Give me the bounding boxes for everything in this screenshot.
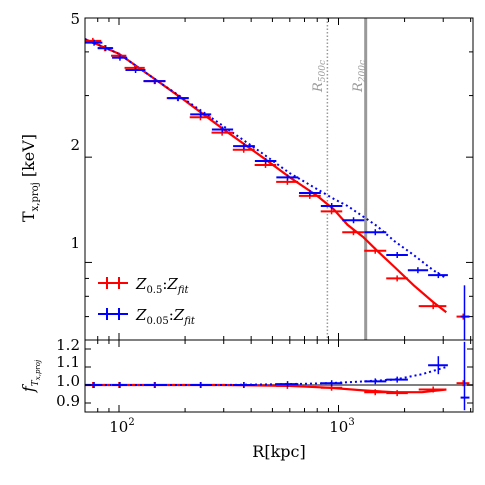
x-tick-label-100: 102 — [109, 417, 134, 436]
y-axis-title-text: Tx,proj [keV] — [19, 134, 41, 222]
y-axis-title: Tx,proj [keV] — [19, 134, 41, 222]
main-point-s1-0 — [85, 39, 103, 46]
x-tick-label-1000: 103 — [329, 417, 354, 436]
main-point-s1-1 — [97, 45, 114, 52]
ratio-y-tick-0-9: 0.9 — [56, 392, 80, 410]
ratio-point-s1-6 — [320, 380, 343, 387]
ratio-line-1 — [85, 366, 447, 386]
x-axis-title: R[kpc] — [252, 442, 305, 461]
main-panel: 5 2 1 Tx,proj [keV] R500c R200c Z0.5:Zfi… — [19, 10, 474, 341]
main-point-s1-10 — [276, 174, 299, 181]
main-point-s1-17 — [428, 272, 448, 279]
ratio-panel: 1.2 1.1 1.0 0.9 fTx,proj 102 103 R[kpc] — [19, 336, 474, 461]
main-line-1 — [85, 38, 447, 280]
ratio-point-s1-8 — [386, 376, 408, 383]
legend-label-red: Z0.5:Zfit — [135, 275, 190, 296]
legend-label-blue: Z0.05:Zfit — [135, 306, 196, 327]
main-point-s1-8 — [233, 143, 255, 150]
ratio-point-s1-9 — [428, 356, 448, 375]
main-point-s1-15 — [386, 252, 408, 259]
ratio-y-axis-title-text: fTx,proj — [19, 359, 42, 393]
ratio-y-tick-1-2: 1.2 — [56, 336, 80, 354]
main-point-s0-15 — [386, 275, 408, 282]
main-point-s0-13 — [342, 229, 365, 236]
ratio-point-s1-5 — [276, 381, 299, 388]
y-tick-label-5: 5 — [70, 10, 80, 28]
ratio-point-s0-9 — [418, 386, 447, 393]
ratio-point-s1-10 — [460, 341, 470, 411]
ratio-y-axis-title: fTx,proj — [19, 359, 42, 393]
main-point-s1-12 — [320, 202, 343, 209]
main-point-s1-6 — [190, 111, 212, 118]
main-point-s1-18 — [460, 285, 470, 340]
legend: Z0.5:Zfit Z0.05:Zfit — [98, 275, 196, 327]
legend-item-blue: Z0.05:Zfit — [98, 306, 196, 327]
main-point-s1-5 — [167, 95, 189, 102]
ratio-point-s0-7 — [364, 389, 387, 396]
main-point-s1-3 — [125, 67, 146, 74]
ratio-point-s0-10 — [456, 380, 470, 387]
r500c-label: R500c — [311, 60, 328, 93]
main-point-s1-16 — [407, 267, 429, 274]
ratio-point-s1-7 — [364, 378, 387, 385]
ratio-point-s1-3 — [190, 382, 212, 388]
r200c-label: R200c — [351, 60, 368, 93]
main-point-s0-14 — [364, 247, 387, 254]
ratio-point-s0-8 — [386, 390, 408, 397]
ratio-plot-frame — [84, 339, 474, 413]
y-tick-label-1: 1 — [70, 234, 80, 252]
main-point-s1-4 — [144, 78, 166, 85]
ratio-point-s1-1 — [112, 382, 128, 388]
main-point-s0-16 — [418, 303, 447, 310]
main-point-s1-2 — [112, 54, 128, 61]
main-point-s1-13 — [342, 217, 365, 224]
ratio-line-0 — [85, 383, 447, 394]
main-point-s0-12 — [320, 208, 343, 215]
ratio-y-tick-1-1: 1.1 — [56, 353, 80, 371]
main-point-s1-14 — [364, 229, 387, 236]
main-line-0 — [85, 38, 447, 314]
main-point-s1-11 — [299, 189, 321, 196]
ratio-point-s1-2 — [144, 382, 166, 388]
main-point-s1-9 — [254, 158, 277, 165]
main-point-s1-7 — [211, 126, 234, 133]
ratio-point-s1-4 — [233, 382, 255, 388]
y-tick-label-2: 2 — [70, 136, 80, 154]
legend-item-red: Z0.5:Zfit — [98, 275, 190, 296]
ratio-y-tick-1-0: 1.0 — [56, 372, 80, 390]
